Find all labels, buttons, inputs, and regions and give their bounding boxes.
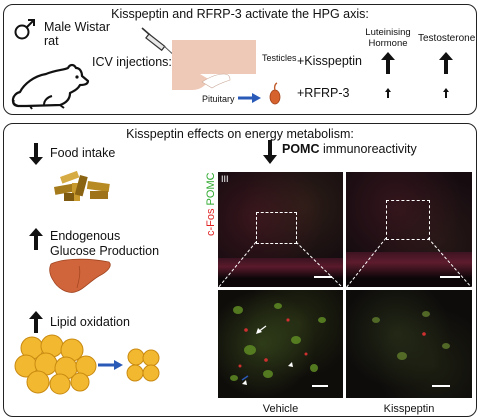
testosterone-rfrp3-up-arrow bbox=[443, 88, 449, 98]
hpg-panel bbox=[3, 4, 477, 115]
testosterone-kisspeptin-up-arrow bbox=[439, 52, 453, 74]
pituitary-to-testicles-arrow bbox=[238, 93, 261, 103]
egp-up-arrow bbox=[29, 228, 43, 250]
food-intake-label: Food intake bbox=[50, 146, 116, 160]
lipid-blue-arrow bbox=[98, 360, 123, 370]
col-testosterone: Testosterone bbox=[418, 33, 476, 44]
scale-bar bbox=[432, 385, 450, 387]
subject-label-line1: Male Wistar bbox=[44, 20, 110, 34]
testicle-icon bbox=[269, 82, 281, 105]
pituitary-label: Pituitary bbox=[202, 94, 235, 104]
pomc-bold-label: POMC bbox=[282, 142, 320, 156]
kisspeptin-label: Kisspeptin bbox=[383, 403, 435, 415]
energy-panel bbox=[3, 123, 477, 417]
icv-label: ICV injections: bbox=[92, 55, 172, 69]
panel-label: III bbox=[221, 174, 229, 184]
egp-label-line1: Endogenous bbox=[50, 229, 121, 243]
fat-cells-small-icon bbox=[126, 348, 160, 382]
rat-icon bbox=[11, 63, 90, 110]
col-lh-line1: Luteinising bbox=[365, 27, 411, 38]
col-lh-line2: Hormone bbox=[368, 38, 408, 49]
lipid-up-arrow bbox=[29, 311, 43, 333]
scale-bar bbox=[440, 276, 460, 278]
male-symbol-icon bbox=[14, 19, 35, 40]
kisspeptin-high-mag-image bbox=[346, 290, 472, 398]
lipid-label: Lipid oxidation bbox=[50, 315, 130, 329]
scale-bar bbox=[312, 385, 328, 387]
pomc-rest-label: immunoreactivity bbox=[319, 142, 417, 156]
vehicle-label: Vehicle bbox=[262, 403, 299, 415]
testicles-label: Testicles bbox=[262, 53, 297, 63]
treatment-rfrp3: +RFRP-3 bbox=[297, 86, 350, 100]
stain-green-label: POMC bbox=[205, 172, 217, 206]
food-intake-down-arrow bbox=[29, 143, 43, 165]
pomc-down-arrow bbox=[263, 140, 277, 164]
liver-icon bbox=[49, 258, 111, 293]
scale-bar bbox=[314, 276, 332, 278]
syringe-icon bbox=[141, 27, 179, 60]
treatment-kisspeptin: +Kisspeptin bbox=[297, 54, 362, 68]
pomc-heading: POMC immunoreactivity bbox=[282, 143, 417, 156]
kisspeptin-cells bbox=[372, 311, 450, 360]
lh-kisspeptin-up-arrow bbox=[381, 52, 395, 74]
lh-rfrp3-up-arrow bbox=[385, 88, 391, 98]
kisspeptin-low-mag-image bbox=[346, 172, 472, 287]
zoom-lines bbox=[217, 237, 473, 289]
egp-label-line2: Glucose Production bbox=[50, 244, 160, 258]
vehicle-low-mag-image: III bbox=[218, 172, 343, 287]
subject-label-line2: rat bbox=[44, 34, 59, 48]
brain-diagram bbox=[172, 40, 256, 106]
stain-red-label: c-Fos bbox=[205, 208, 217, 237]
vehicle-high-mag-image bbox=[218, 290, 343, 398]
hpg-title: Kisspeptin and RFRP-3 activate the HPG a… bbox=[111, 7, 369, 21]
vehicle-cells bbox=[230, 303, 326, 385]
stain-label: c-Fos POMC bbox=[205, 172, 217, 237]
food-pellets-icon bbox=[54, 170, 110, 201]
energy-title: Kisspeptin effects on energy metabolism: bbox=[126, 127, 354, 141]
fat-cells-large-icon bbox=[14, 334, 97, 395]
